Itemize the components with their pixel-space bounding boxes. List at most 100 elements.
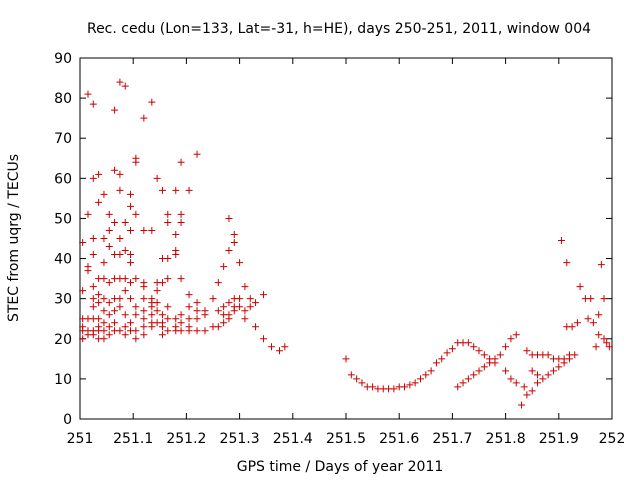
data-point (116, 78, 124, 86)
data-point (148, 323, 156, 331)
data-point (454, 383, 462, 391)
data-point (148, 303, 156, 311)
data-point (84, 267, 92, 275)
data-point (225, 247, 233, 255)
data-point (148, 311, 156, 319)
data-point (100, 259, 108, 267)
data-point (164, 255, 172, 263)
data-point (164, 275, 172, 283)
y-tick-label: 10 (54, 372, 72, 388)
data-point (209, 295, 217, 303)
data-point (100, 307, 108, 315)
data-point (523, 391, 531, 399)
data-point (225, 299, 233, 307)
data-point (600, 335, 608, 343)
data-point (241, 307, 249, 315)
data-point (100, 235, 108, 242)
y-tick-label: 80 (54, 91, 72, 107)
data-point (89, 295, 97, 303)
data-point (214, 279, 222, 287)
data-point (252, 299, 260, 307)
data-point (595, 331, 603, 339)
data-point (177, 210, 185, 218)
data-point (140, 315, 148, 323)
plot-frame (79, 57, 613, 420)
data-point (177, 319, 185, 327)
data-point (544, 351, 552, 359)
data-point (121, 247, 129, 255)
data-point (140, 307, 148, 315)
data-point (347, 371, 355, 379)
data-point (158, 331, 166, 339)
y-axis-label: STEC from uqrg / TECUs (6, 154, 22, 322)
x-tick-label: 251.9 (539, 431, 579, 447)
data-point (592, 343, 600, 351)
data-point (158, 311, 166, 319)
data-point (214, 307, 222, 315)
data-point (443, 349, 451, 357)
data-point (127, 190, 135, 198)
data-point (528, 367, 536, 375)
data-point (148, 98, 156, 106)
data-point (236, 295, 244, 303)
data-point (100, 275, 108, 283)
data-point (225, 315, 233, 323)
data-point (116, 186, 124, 194)
y-tick-label: 0 (63, 412, 72, 428)
x-tick-label: 251.1 (113, 431, 153, 447)
data-point (111, 319, 119, 327)
data-point (132, 335, 140, 343)
data-point (185, 315, 193, 323)
data-point (127, 202, 135, 210)
x-tick-label: 251.7 (432, 431, 472, 447)
data-point (105, 323, 113, 331)
data-point (214, 323, 222, 331)
data-point (153, 174, 161, 182)
data-point (563, 259, 571, 267)
data-point (475, 347, 483, 355)
data-point (127, 295, 135, 303)
data-point (502, 367, 510, 375)
data-point (464, 375, 472, 383)
data-point (573, 319, 581, 327)
data-point (220, 303, 228, 311)
data-point (201, 327, 209, 335)
x-tick-label: 252 (599, 431, 626, 447)
data-point (595, 311, 603, 319)
data-point (132, 327, 140, 335)
data-point (568, 323, 576, 331)
data-point (491, 355, 499, 363)
data-point (89, 283, 97, 291)
data-point (164, 218, 172, 226)
data-point (153, 287, 161, 295)
data-point (539, 375, 547, 383)
data-point (193, 299, 201, 307)
data-point (177, 275, 185, 283)
data-point (549, 367, 557, 375)
data-point (281, 343, 289, 351)
x-tick-label: 251.4 (273, 431, 313, 447)
data-point (520, 383, 528, 391)
data-point (193, 150, 201, 158)
y-tick-label: 40 (54, 252, 72, 268)
data-point (464, 339, 472, 347)
data-point (438, 355, 446, 363)
data-point (185, 327, 193, 335)
data-point (105, 331, 113, 339)
data-point (512, 379, 520, 387)
x-tick-label: 251.2 (166, 431, 206, 447)
data-point (158, 279, 166, 287)
data-point (260, 335, 268, 343)
data-point (448, 345, 456, 353)
data-point (105, 279, 113, 287)
data-point (252, 323, 260, 331)
data-points (79, 78, 613, 409)
data-point (432, 359, 440, 367)
data-point (111, 307, 119, 315)
data-point (230, 307, 238, 315)
data-point (140, 114, 148, 122)
data-point (369, 383, 377, 391)
data-point (121, 275, 129, 283)
data-point (127, 251, 135, 259)
data-point (105, 226, 113, 234)
